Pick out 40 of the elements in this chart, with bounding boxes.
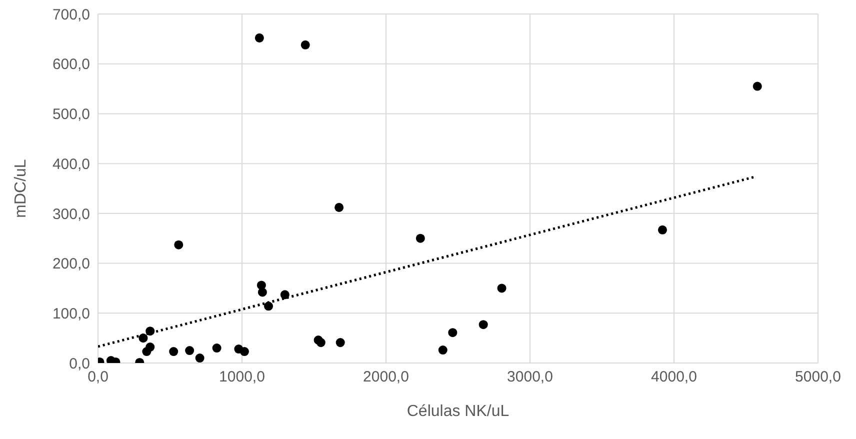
x-tick-label: 5000,0 [795,368,841,386]
point [658,225,667,234]
point [448,328,458,338]
point [138,334,148,343]
y-tick-label: 100,0 [52,305,90,322]
x-tick-label: 3000,0 [507,368,553,386]
point [336,338,345,348]
point [280,290,290,300]
point [300,40,310,50]
point [169,347,178,356]
point [254,33,264,42]
point [416,234,425,243]
point [240,347,249,356]
x-axis-title: Células NK/uL [406,403,510,420]
y-tick-label: 500,0 [52,106,90,124]
point [478,320,488,330]
x-tick-label: 0,0 [88,368,108,386]
y-tick-label: 0,0 [69,355,90,372]
x-tick-label: 4000,0 [651,368,697,386]
point [258,288,267,297]
y-tick-label: 200,0 [52,256,90,273]
point [438,346,448,355]
point [264,302,274,311]
y-tick-label: 700,0 [52,6,90,24]
point [146,342,155,352]
y-tick-label: 300,0 [52,206,90,223]
y-tick-label: 600,0 [52,56,90,74]
point [334,202,344,212]
x-tick-label: 2000,0 [363,368,409,386]
point [174,240,184,250]
point [497,284,506,293]
point [146,326,155,336]
point [212,344,222,353]
y-tick-label: 400,0 [52,156,90,173]
point [195,354,204,363]
point [316,338,326,348]
y-axis-title: mDC/uL [12,159,30,218]
x-tick-label: 1000,0 [219,368,265,386]
point [752,82,762,91]
point [185,346,194,356]
